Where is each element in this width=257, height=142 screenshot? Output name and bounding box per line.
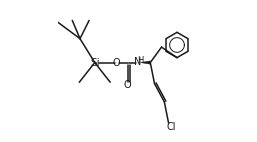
Text: O: O (124, 80, 132, 90)
Text: O: O (113, 58, 120, 68)
Text: H: H (137, 56, 143, 65)
Text: Si: Si (90, 58, 99, 68)
Text: Cl: Cl (167, 122, 176, 132)
Text: N: N (134, 57, 141, 67)
Polygon shape (141, 61, 150, 64)
